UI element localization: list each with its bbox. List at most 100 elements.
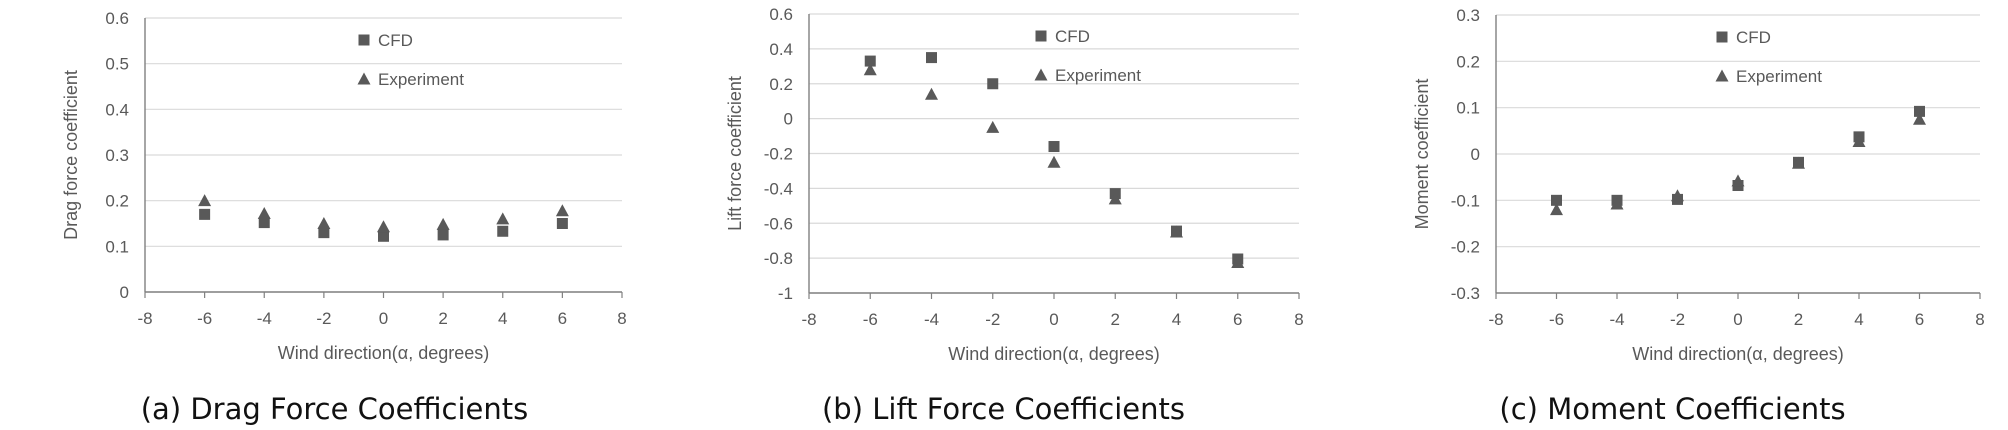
y-tick-label: 0.6 bbox=[769, 5, 793, 24]
x-tick-label: -6 bbox=[197, 309, 212, 328]
legend-experiment-marker bbox=[1034, 68, 1048, 81]
x-tick-label: 0 bbox=[1733, 310, 1742, 329]
experiment-point bbox=[377, 220, 390, 233]
legend-experiment-marker bbox=[1715, 69, 1729, 82]
x-tick-label: 6 bbox=[1233, 310, 1242, 329]
moment-chart-caption: (c) Moment Coefficients bbox=[1499, 392, 1846, 426]
x-tick-label: 8 bbox=[1294, 310, 1303, 329]
experiment-point bbox=[257, 206, 271, 219]
x-tick-label: -6 bbox=[1549, 310, 1564, 329]
y-tick-label: 0 bbox=[120, 283, 129, 302]
moment-chart-panel: -0.3 -0.2 -0.1 0 0.1 0.2 0.3 -8 -6 -4 -2 0 2 4 6 8 Wind … bbox=[1338, 0, 2007, 430]
y-tick-label: -0.1 bbox=[1451, 191, 1480, 210]
cfd-point bbox=[378, 230, 389, 242]
x-tick-label: -6 bbox=[863, 310, 878, 329]
y-axis-title: Drag force coefficient bbox=[61, 70, 81, 240]
x-axis-title: Wind direction(α, degrees) bbox=[1632, 344, 1844, 364]
y-tick-label: 0.3 bbox=[105, 146, 129, 165]
drag-chart-panel: 0 0.1 0.2 0.3 0.4 0.5 0.6 -8 -6 -4 -2 0 2 4 6 8 Wind dir… bbox=[0, 0, 669, 430]
y-tick-label: 0.6 bbox=[105, 9, 129, 28]
x-tick-label: 0 bbox=[379, 309, 388, 328]
y-tick-label: -0.2 bbox=[764, 145, 793, 164]
x-tick-label: 6 bbox=[1915, 310, 1924, 329]
x-tick-label: 4 bbox=[1172, 310, 1181, 329]
experiment-point bbox=[555, 204, 569, 217]
legend-experiment-label: Experiment bbox=[1055, 66, 1141, 85]
x-axis-title: Wind direction(α, degrees) bbox=[948, 344, 1160, 364]
cfd-point bbox=[926, 52, 937, 64]
y-tick-label: 0.4 bbox=[769, 40, 793, 59]
cfd-point bbox=[987, 78, 999, 90]
experiment-point bbox=[1913, 112, 1926, 125]
experiment-point bbox=[1047, 155, 1061, 168]
experiment-point bbox=[317, 217, 331, 229]
drag-chart-caption: (a) Drag Force Coefficients bbox=[140, 392, 529, 426]
cfd-point bbox=[864, 55, 876, 67]
x-tick-label: -2 bbox=[316, 309, 331, 328]
experiment-point bbox=[1108, 192, 1122, 205]
y-tick-label: 0.1 bbox=[1456, 99, 1480, 118]
y-tick-label: -0.2 bbox=[1451, 238, 1480, 257]
experiment-point bbox=[496, 212, 510, 225]
y-axis-title: Moment coefficient bbox=[1412, 79, 1432, 230]
experiment-point bbox=[986, 120, 1000, 133]
legend-experiment-label: Experiment bbox=[378, 70, 464, 89]
experiment-point bbox=[1550, 203, 1563, 216]
x-tick-label: -2 bbox=[985, 310, 1000, 329]
y-tick-label: 0.1 bbox=[105, 237, 129, 256]
y-tick-label: -0.8 bbox=[764, 249, 793, 268]
experiment-point bbox=[1231, 255, 1245, 268]
lift-chart-caption: (b) Lift Force Coefficients bbox=[821, 392, 1185, 426]
cfd-point bbox=[556, 218, 568, 229]
moment-chart: -0.3 -0.2 -0.1 0 0.1 0.2 0.3 -8 -6 -4 -2 0 2 4 6 8 Wind … bbox=[1412, 6, 1985, 364]
x-tick-label: -8 bbox=[137, 309, 152, 328]
x-tick-label: -4 bbox=[257, 309, 272, 328]
y-tick-label: 0.2 bbox=[769, 75, 793, 94]
legend-experiment-marker bbox=[357, 72, 371, 85]
y-tick-label: -0.3 bbox=[1451, 284, 1480, 303]
experiment-point bbox=[1852, 134, 1866, 147]
drag-chart: 0 0.1 0.2 0.3 0.4 0.5 0.6 -8 -6 -4 -2 0 2 4 6 8 Wind dir… bbox=[61, 9, 627, 363]
experiment-point bbox=[1610, 197, 1624, 210]
x-tick-label: -8 bbox=[801, 310, 816, 329]
experiment-point bbox=[1671, 189, 1684, 202]
y-axis-title: Lift force coefficient bbox=[725, 76, 745, 231]
x-tick-label: 2 bbox=[1794, 310, 1803, 329]
cfd-point bbox=[497, 225, 509, 237]
cfd-point bbox=[199, 208, 211, 220]
x-tick-label: -8 bbox=[1488, 310, 1503, 329]
y-tick-label: 0 bbox=[1471, 145, 1480, 164]
y-tick-label: -0.6 bbox=[764, 214, 793, 233]
x-tick-label: 2 bbox=[438, 309, 447, 328]
x-tick-label: -4 bbox=[1609, 310, 1624, 329]
y-tick-label: 0.2 bbox=[1456, 52, 1480, 71]
experiment-point bbox=[1731, 174, 1745, 187]
cfd-point bbox=[258, 217, 270, 229]
lift-chart: -1 -0.8 -0.6 -0.4 -0.2 0 0.2 0.4 0.6 -8 -6 -4 -2 0 2 4 6… bbox=[725, 5, 1304, 364]
x-tick-label: 0 bbox=[1049, 310, 1058, 329]
y-tick-label: 0.3 bbox=[1456, 6, 1480, 25]
x-axis-title: Wind direction(α, degrees) bbox=[278, 343, 490, 363]
legend-cfd-label: CFD bbox=[1055, 27, 1090, 46]
legend-cfd-label: CFD bbox=[378, 31, 413, 50]
y-tick-label: -0.4 bbox=[764, 179, 793, 198]
y-tick-label: 0.4 bbox=[105, 100, 129, 119]
y-tick-label: 0.5 bbox=[105, 55, 129, 74]
legend-cfd-label: CFD bbox=[1736, 28, 1771, 47]
x-tick-label: 8 bbox=[617, 309, 626, 328]
legend-cfd-marker bbox=[358, 34, 370, 46]
x-tick-label: -4 bbox=[924, 310, 939, 329]
experiment-point bbox=[1170, 225, 1183, 238]
x-tick-label: 8 bbox=[1975, 310, 1984, 329]
x-tick-label: 2 bbox=[1111, 310, 1120, 329]
experiment-point bbox=[436, 217, 450, 230]
x-tick-label: 4 bbox=[498, 309, 507, 328]
cfd-point bbox=[318, 227, 330, 239]
legend-experiment-label: Experiment bbox=[1736, 67, 1822, 86]
cfd-point bbox=[1551, 194, 1562, 206]
cfd-point bbox=[437, 229, 449, 241]
legend-cfd-marker bbox=[1035, 30, 1047, 42]
x-tick-label: 4 bbox=[1854, 310, 1863, 329]
x-tick-label: -2 bbox=[1670, 310, 1685, 329]
experiment-point bbox=[1792, 156, 1805, 169]
